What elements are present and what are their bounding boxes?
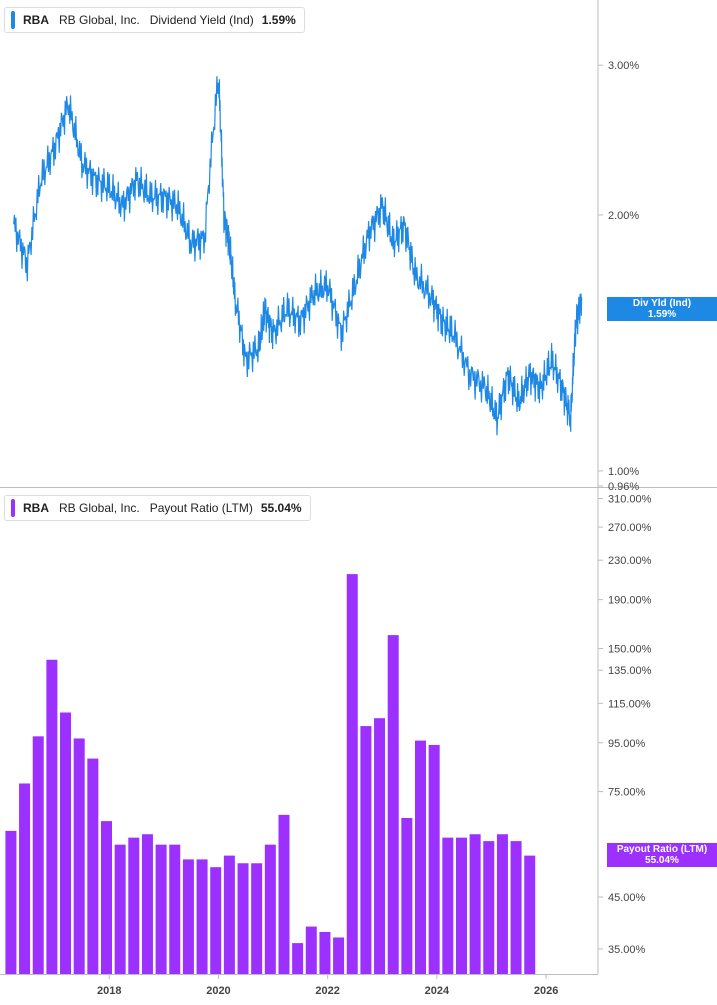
legend-company: RB Global, Inc. (59, 501, 140, 515)
bar (524, 855, 536, 974)
legend-ticker: RBA (23, 501, 49, 515)
bar (210, 867, 222, 974)
bar (19, 783, 31, 974)
x-tick-label: 2026 (534, 985, 558, 997)
bar (73, 738, 85, 974)
legend-company: RB Global, Inc. (59, 13, 140, 27)
legend-ticker: RBA (23, 13, 49, 27)
y-tick-label: 95.00% (608, 738, 646, 750)
legend-value: 55.04% (260, 501, 302, 515)
bar (264, 844, 276, 974)
y-tick-label: 3.00% (608, 60, 639, 72)
bar (483, 841, 495, 974)
bar (60, 712, 72, 974)
bar (510, 841, 522, 974)
y-tick-label: 135.00% (608, 665, 652, 677)
bar (360, 726, 372, 974)
payout-ratio-legend: RBA RB Global, Inc. Payout Ratio (LTM) 5… (4, 495, 311, 521)
series-color-marker (11, 11, 15, 29)
legend-metric: Dividend Yield (Ind) (149, 13, 254, 27)
y-tick-label: 75.00% (608, 787, 646, 799)
bar (46, 659, 58, 974)
y-tick-label: 310.00% (608, 494, 652, 506)
bar (442, 837, 454, 974)
y-tick-label: 2.00% (608, 210, 639, 222)
bar (114, 844, 126, 974)
tag-value: 1.59% (647, 309, 677, 320)
series-color-marker (11, 499, 15, 517)
dividend-yield-price-tag: Div Yld (Ind) 1.59% (607, 297, 717, 321)
y-tick-label: 190.00% (608, 595, 652, 607)
bar (223, 855, 235, 974)
x-tick-label: 2022 (315, 985, 339, 997)
x-tick-label: 2024 (425, 985, 450, 997)
bar (169, 844, 181, 974)
bar (32, 736, 44, 974)
y-tick-label: 150.00% (608, 643, 652, 655)
y-tick-label: 230.00% (608, 555, 652, 567)
y-tick-label: 1.00% (608, 466, 639, 478)
bar (278, 814, 290, 974)
bar (455, 837, 467, 974)
legend-metric: Payout Ratio (LTM) (149, 501, 253, 515)
bar (415, 740, 427, 974)
bar (319, 931, 331, 974)
y-tick-label: 45.00% (608, 892, 646, 904)
bar (141, 834, 153, 974)
bar (374, 718, 386, 974)
y-tick-label: 270.00% (608, 522, 652, 534)
y-tick-label: 115.00% (608, 698, 651, 710)
bar (155, 844, 167, 974)
legend-value: 1.59% (261, 13, 296, 27)
dividend-yield-line (13, 76, 583, 436)
bar (346, 574, 358, 974)
bar (196, 859, 208, 974)
tag-value: 55.04% (645, 855, 679, 866)
bar (5, 830, 17, 974)
bar (333, 937, 345, 974)
dividend-yield-legend: RBA RB Global, Inc. Dividend Yield (Ind)… (4, 7, 305, 33)
tag-label: Payout Ratio (LTM) (616, 844, 708, 855)
bar (87, 758, 99, 974)
y-tick-label: 0.96% (608, 481, 639, 493)
x-tick-label: 2020 (206, 985, 230, 997)
x-tick-label: 2018 (97, 985, 121, 997)
bar (251, 863, 263, 974)
bar (128, 837, 140, 974)
bar (387, 635, 399, 974)
bar (428, 744, 440, 974)
payout-ratio-price-tag: Payout Ratio (LTM) 55.04% (607, 843, 717, 867)
bar (496, 834, 508, 974)
bar (182, 859, 194, 974)
bar (100, 821, 112, 974)
y-tick-label: 35.00% (608, 944, 646, 956)
tag-label: Div Yld (Ind) (632, 298, 692, 309)
bar (401, 817, 413, 974)
bar (305, 926, 317, 974)
bar (237, 863, 249, 974)
bar (292, 943, 304, 974)
bar (469, 834, 481, 974)
